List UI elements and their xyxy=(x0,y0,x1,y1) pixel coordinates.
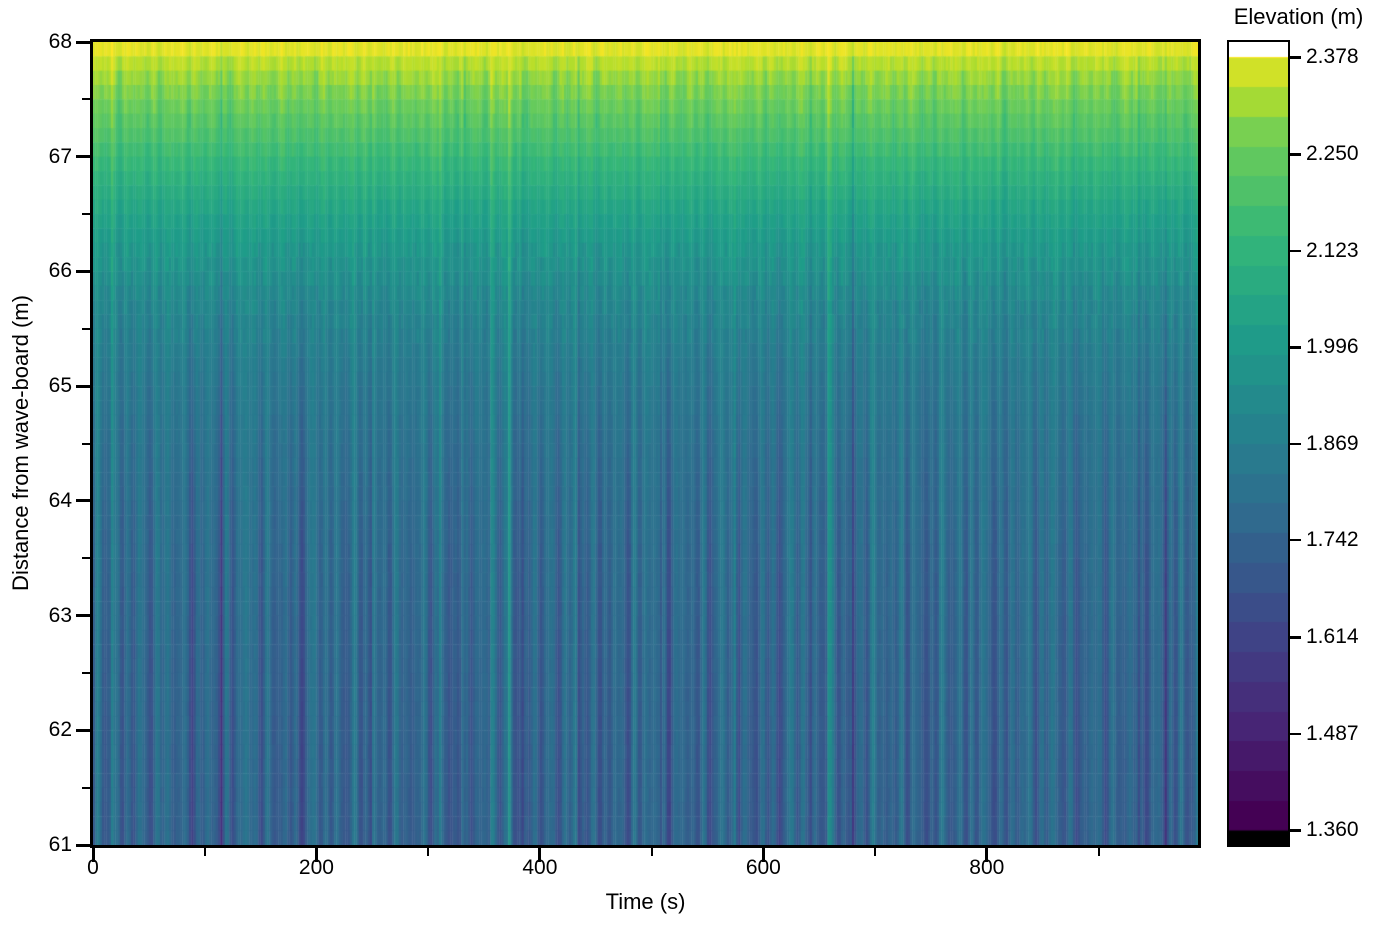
y-tick-label: 62 xyxy=(48,718,72,742)
x-minor-tick xyxy=(203,848,206,856)
colorbar-tick xyxy=(1290,636,1301,639)
colorbar-canvas xyxy=(1229,42,1288,845)
colorbar-tick-label: 1.996 xyxy=(1306,335,1359,359)
colorbar-tick xyxy=(1290,538,1301,542)
y-minor-tick xyxy=(82,557,90,560)
y-tick-label: 65 xyxy=(48,374,72,398)
x-major-tick xyxy=(538,848,542,862)
y-tick-label: 68 xyxy=(48,30,72,53)
x-major-tick xyxy=(91,848,95,862)
y-minor-tick xyxy=(82,442,90,445)
y-tick-label: 63 xyxy=(48,603,72,627)
y-major-tick xyxy=(76,843,90,847)
y-major-tick xyxy=(76,499,90,503)
colorbar-tick xyxy=(1290,56,1301,59)
x-tick-label: 0 xyxy=(87,856,99,879)
colorbar-tick-label: 1.742 xyxy=(1306,527,1359,551)
colorbar-tick xyxy=(1290,829,1301,832)
x-major-tick xyxy=(985,848,989,862)
x-minor-tick xyxy=(874,848,877,856)
y-major-tick xyxy=(76,155,90,159)
x-tick-label: 200 xyxy=(298,856,334,879)
y-major-tick xyxy=(76,728,90,732)
colorbar-tick xyxy=(1290,442,1301,445)
y-tick-label: 61 xyxy=(48,833,72,856)
colorbar-tick-label: 1.360 xyxy=(1306,818,1359,841)
y-tick-label: 67 xyxy=(48,144,72,168)
colorbar-tick-label: 2.378 xyxy=(1306,45,1359,68)
y-major-tick xyxy=(76,269,90,273)
colorbar-tick xyxy=(1290,249,1301,253)
x-minor-tick xyxy=(1097,848,1100,856)
y-minor-tick xyxy=(82,671,90,674)
colorbar-tick-label: 2.250 xyxy=(1306,142,1359,166)
colorbar-title: Elevation (m) xyxy=(1233,4,1364,29)
colorbar-tick-label: 2.123 xyxy=(1306,238,1359,262)
x-tick-label: 400 xyxy=(522,856,558,879)
y-major-tick xyxy=(76,384,90,388)
y-tick-label: 66 xyxy=(48,259,72,283)
x-tick-label: 600 xyxy=(745,856,781,879)
colorbar-tick xyxy=(1290,346,1301,349)
heatmap-canvas xyxy=(93,42,1198,845)
y-tick-label: 64 xyxy=(48,488,72,512)
y-minor-tick xyxy=(82,213,90,216)
x-axis-title: Time (s) xyxy=(605,889,686,914)
y-major-tick xyxy=(76,614,90,618)
colorbar-tick xyxy=(1290,732,1301,736)
y-minor-tick xyxy=(82,98,90,101)
x-minor-tick xyxy=(650,848,653,856)
x-major-tick xyxy=(761,848,765,862)
y-axis-title: Distance from wave-board (m) xyxy=(8,295,33,591)
plot-frame xyxy=(90,39,1201,848)
colorbar-tick-label: 1.487 xyxy=(1306,721,1359,745)
x-major-tick xyxy=(314,848,318,862)
y-major-tick xyxy=(76,40,90,44)
x-tick-label: 800 xyxy=(969,856,1005,879)
y-minor-tick xyxy=(82,786,90,789)
x-minor-tick xyxy=(427,848,430,856)
colorbar-tick xyxy=(1290,153,1301,156)
y-minor-tick xyxy=(82,327,90,330)
colorbar-tick-label: 1.869 xyxy=(1306,431,1359,455)
colorbar xyxy=(1227,40,1290,847)
colorbar-tick-label: 1.614 xyxy=(1306,625,1359,649)
